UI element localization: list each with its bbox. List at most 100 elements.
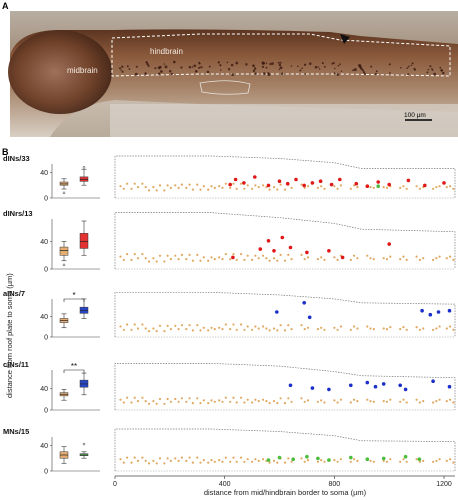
background-neuron-point <box>133 253 136 256</box>
background-neuron-point <box>349 328 352 331</box>
background-neuron-point <box>141 182 144 185</box>
background-neuron-point <box>353 254 356 257</box>
neuron-stain-dot <box>253 67 257 70</box>
background-neuron-point <box>166 397 169 401</box>
neuron-stain-dot <box>426 71 429 74</box>
background-neuron-point <box>126 456 129 459</box>
background-neuron-point <box>372 186 375 189</box>
background-neuron-point <box>126 182 129 185</box>
neuron-stain-dot <box>321 62 324 65</box>
background-neuron-point <box>218 185 221 188</box>
box-iqr <box>59 246 69 256</box>
row-label: cINs/11 <box>3 360 29 369</box>
neuron-stain-dot <box>352 69 354 72</box>
neuron-stain-dot <box>164 65 168 69</box>
background-neuron-point <box>232 323 235 326</box>
neuron-stain-dot <box>121 70 124 73</box>
background-neuron-point <box>147 330 151 333</box>
background-neuron-point <box>369 257 372 260</box>
background-neuron-point <box>422 459 425 462</box>
neuron-stain-dot <box>198 62 201 65</box>
background-neuron-point <box>418 460 421 463</box>
background-neuron-point <box>268 461 271 464</box>
background-neuron-point <box>336 258 339 261</box>
background-neuron-point <box>185 186 188 189</box>
background-neuron-point <box>141 456 144 459</box>
neuron-stain-dot <box>160 70 163 73</box>
x-axis-label: distance from mid/hindbrain border to so… <box>204 488 367 497</box>
background-neuron-point <box>279 324 282 327</box>
neuron-stain-dot <box>301 67 303 70</box>
background-neuron-point <box>177 459 180 462</box>
background-neuron-point <box>385 186 389 189</box>
background-neuron-point <box>399 186 402 189</box>
background-neuron-point <box>232 456 235 459</box>
red-neuron-point <box>294 177 298 182</box>
red-neuron-point <box>423 183 427 188</box>
background-neuron-point <box>435 186 438 189</box>
background-neuron-point <box>300 183 303 186</box>
tissue-section <box>10 29 458 137</box>
background-neuron-point <box>432 401 435 404</box>
background-neuron-point <box>207 461 210 464</box>
blue-neuron-point <box>398 383 403 388</box>
background-neuron-point <box>196 456 199 459</box>
blue-neuron-point <box>288 383 293 388</box>
background-neuron-point <box>185 258 188 261</box>
background-neuron-point <box>152 186 155 189</box>
background-neuron-point <box>240 323 243 326</box>
background-neuron-point <box>144 257 147 260</box>
background-neuron-point <box>333 256 336 259</box>
significance-bracket <box>63 369 85 373</box>
neuron-stain-dot <box>193 64 197 68</box>
green-neuron-point <box>266 458 271 462</box>
neuron-stain-dot <box>227 68 231 71</box>
background-neuron-point <box>202 399 205 402</box>
background-neuron-point <box>422 327 425 330</box>
neuron-stain-dot <box>154 67 157 70</box>
neuron-stain-dot <box>252 64 255 68</box>
background-neuron-point <box>246 254 249 257</box>
background-neuron-point <box>399 460 402 463</box>
background-neuron-point <box>130 187 133 190</box>
background-neuron-point <box>452 258 455 261</box>
neuron-stain-dot <box>303 63 307 66</box>
background-neuron-point <box>174 397 177 401</box>
background-neuron-point <box>402 326 405 329</box>
neuron-stain-dot <box>261 65 265 69</box>
box-y-tick-label: 0 <box>44 408 48 415</box>
background-neuron-point <box>166 457 169 460</box>
neuron-stain-dot <box>309 62 312 65</box>
neuron-stain-dot <box>389 72 391 74</box>
background-neuron-point <box>316 258 319 261</box>
background-neuron-point <box>180 183 183 186</box>
background-neuron-point <box>445 400 448 403</box>
background-neuron-point <box>452 401 455 404</box>
background-neuron-point <box>353 325 356 328</box>
background-neuron-point <box>438 185 441 188</box>
roof-plate-outline <box>114 291 456 337</box>
background-neuron-point <box>210 399 213 402</box>
blue-neuron-point <box>381 382 386 386</box>
neuron-stain-dot <box>261 61 265 65</box>
background-neuron-point <box>155 402 158 405</box>
background-neuron-point <box>199 188 202 191</box>
background-neuron-point <box>224 253 227 256</box>
background-neuron-point <box>438 398 441 401</box>
arrowhead-marker <box>340 34 350 44</box>
background-neuron-point <box>185 328 188 331</box>
neuron-stain-dot <box>194 70 197 73</box>
neuron-stain-dot <box>363 72 367 76</box>
neuron-stain-dot <box>180 66 183 69</box>
neuron-stain-dot <box>217 61 220 64</box>
background-neuron-point <box>207 329 210 332</box>
background-neuron-point <box>188 397 191 400</box>
background-neuron-point <box>133 323 136 326</box>
background-neuron-point <box>166 254 169 257</box>
background-neuron-point <box>158 324 162 327</box>
background-neuron-point <box>163 462 166 465</box>
background-neuron-point <box>306 185 310 188</box>
chart-row: cINs/11 0 40 ** <box>3 360 456 415</box>
background-neuron-point <box>339 325 342 328</box>
background-neuron-point <box>268 329 271 332</box>
